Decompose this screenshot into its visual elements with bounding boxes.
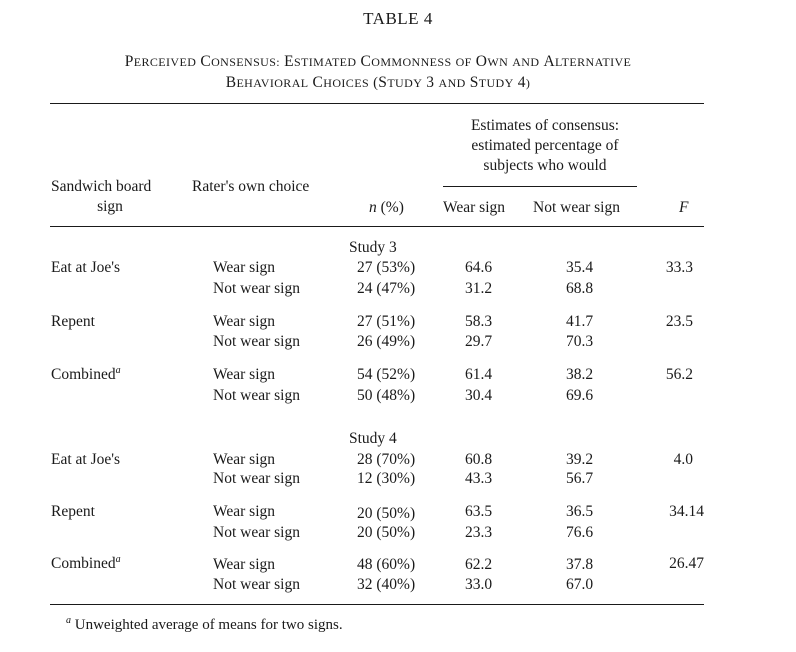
not-wear-estimate: 76.6 xyxy=(566,524,594,541)
own-choice: Not wear sign xyxy=(213,280,300,297)
f-value: 34.14 xyxy=(669,503,704,520)
table-caption-line-2: BEHAVIORAL CHOICES (STUDY 3 AND STUDY 4) xyxy=(225,74,531,91)
own-choice: Wear sign xyxy=(213,366,276,383)
table-caption-line-1: PERCEIVED CONSENSUS: ESTIMATED COMMONNES… xyxy=(124,53,632,70)
own-choice: Wear sign xyxy=(213,556,276,573)
own-choice: Wear sign xyxy=(213,451,276,468)
wear-estimate: 31.2 xyxy=(465,280,493,297)
table-label: TABLE 4 xyxy=(363,9,433,28)
n-percent: 27 (53%) xyxy=(357,259,416,276)
own-choice: Not wear sign xyxy=(213,524,300,541)
n-percent: 27 (51%) xyxy=(357,313,416,330)
n-percent: 20 (50%) xyxy=(357,524,416,541)
not-wear-header: Not wear sign xyxy=(533,199,620,216)
not-wear-estimate: 70.3 xyxy=(566,333,594,350)
own-choice: Not wear sign xyxy=(213,470,300,487)
not-wear-estimate: 69.6 xyxy=(566,387,594,404)
wear-estimate: 64.6 xyxy=(465,259,493,276)
study-title: Study 4 xyxy=(349,430,397,447)
top-rule xyxy=(50,103,704,105)
not-wear-estimate: 39.2 xyxy=(566,451,594,468)
not-wear-estimate: 56.7 xyxy=(566,470,594,487)
own-choice: Not wear sign xyxy=(213,387,300,404)
wear-estimate: 29.7 xyxy=(465,333,493,350)
n-header: n (%) xyxy=(369,199,404,216)
own-choice: Wear sign xyxy=(213,259,276,276)
wear-estimate: 61.4 xyxy=(465,366,493,383)
n-percent: 12 (30%) xyxy=(357,470,416,487)
not-wear-estimate: 36.5 xyxy=(566,503,594,520)
sign-header-line-2: sign xyxy=(97,198,123,215)
footnote-marker: a xyxy=(66,615,71,626)
footnote-marker: a xyxy=(115,553,121,565)
wear-estimate: 23.3 xyxy=(465,524,493,541)
not-wear-estimate: 41.7 xyxy=(566,313,594,330)
f-value: 23.5 xyxy=(665,313,693,330)
own-choice: Wear sign xyxy=(213,503,276,520)
not-wear-estimate: 38.2 xyxy=(566,366,594,383)
f-value: 26.47 xyxy=(669,555,704,572)
consensus-header-line-2: estimated percentage of xyxy=(471,137,619,154)
not-wear-estimate: 35.4 xyxy=(566,259,594,276)
wear-estimate: 58.3 xyxy=(465,313,493,330)
consensus-header-line-3: subjects who would xyxy=(483,157,607,174)
sign-name: Combineda xyxy=(51,364,121,383)
f-value: 56.2 xyxy=(665,366,693,383)
sign-name: Repent xyxy=(51,503,95,520)
sign-name: Eat at Joe's xyxy=(51,259,121,276)
f-value: 4.0 xyxy=(673,451,693,468)
footnote-marker: a xyxy=(115,364,121,376)
consensus-header-line-1: Estimates of consensus: xyxy=(470,117,620,134)
sign-name: Eat at Joe's xyxy=(51,451,121,468)
n-percent: 50 (48%) xyxy=(357,387,416,404)
header-rule xyxy=(50,226,704,227)
wear-header: Wear sign xyxy=(443,199,506,216)
wear-estimate: 63.5 xyxy=(465,503,493,520)
not-wear-estimate: 68.8 xyxy=(566,280,594,297)
n-percent: 26 (49%) xyxy=(357,333,416,350)
wear-estimate: 30.4 xyxy=(465,387,493,404)
wear-estimate: 62.2 xyxy=(465,556,493,573)
n-percent: 32 (40%) xyxy=(357,576,416,593)
sign-name: Combineda xyxy=(51,553,121,572)
choice-header: Rater's own choice xyxy=(192,178,310,195)
own-choice: Not wear sign xyxy=(213,333,300,350)
wear-estimate: 43.3 xyxy=(465,470,493,487)
sign-name: Repent xyxy=(51,313,95,330)
wear-estimate: 60.8 xyxy=(465,451,493,468)
n-percent: 54 (52%) xyxy=(357,366,416,383)
n-percent: 20 (50%) xyxy=(357,505,416,522)
n-percent: 24 (47%) xyxy=(357,280,416,297)
own-choice: Wear sign xyxy=(213,313,276,330)
study-title: Study 3 xyxy=(349,239,397,256)
sign-header-line-1: Sandwich board xyxy=(51,178,152,195)
wear-estimate: 33.0 xyxy=(465,576,493,593)
consensus-spanner-rule xyxy=(443,186,637,187)
f-header: F xyxy=(679,199,689,216)
n-percent: 48 (60%) xyxy=(357,556,416,573)
own-choice: Not wear sign xyxy=(213,576,300,593)
bottom-rule xyxy=(50,604,704,606)
n-percent: 28 (70%) xyxy=(357,451,416,468)
table-footnote: a Unweighted average of means for two si… xyxy=(66,615,343,634)
not-wear-estimate: 37.8 xyxy=(566,556,594,573)
f-value: 33.3 xyxy=(665,259,693,276)
not-wear-estimate: 67.0 xyxy=(566,576,594,593)
